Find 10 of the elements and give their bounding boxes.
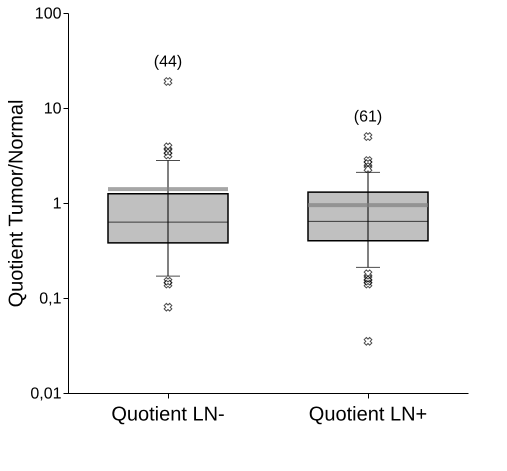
x-tick-label: Quotient LN- [111, 404, 225, 426]
annotation: (44) [154, 54, 182, 71]
y-tick-label: 100 [34, 6, 62, 22]
y-tick-label: 0,01 [30, 386, 62, 402]
annotation: (61) [354, 108, 382, 126]
y-tick-label: 0,1 [39, 290, 62, 308]
x-tick-label: Quotient LN+ [308, 404, 428, 426]
y-tick-label: 10 [44, 100, 62, 118]
y-tick-label: 1 [52, 196, 62, 212]
y-axis-title: Quotient Tumor/Normal [5, 100, 28, 308]
